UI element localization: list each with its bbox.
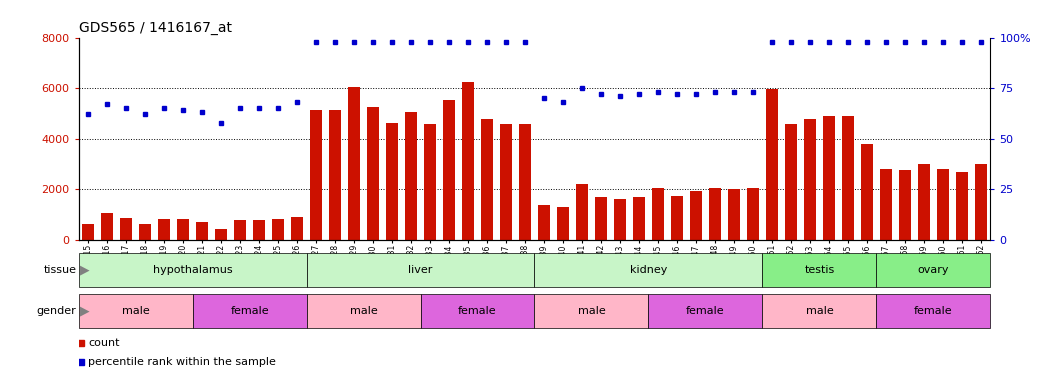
Bar xyxy=(823,117,835,240)
Bar xyxy=(876,253,990,287)
Bar xyxy=(804,119,816,240)
Bar xyxy=(234,220,246,240)
Bar xyxy=(443,99,455,240)
Bar xyxy=(876,294,990,328)
Bar xyxy=(595,197,607,240)
Bar xyxy=(82,224,94,240)
Bar xyxy=(215,229,227,240)
Text: gender: gender xyxy=(37,306,77,316)
Bar xyxy=(158,219,170,240)
Bar xyxy=(462,82,474,240)
Bar xyxy=(291,217,303,240)
Bar xyxy=(119,219,132,240)
Bar xyxy=(253,220,265,240)
Bar xyxy=(937,169,949,240)
Bar xyxy=(423,124,436,240)
Text: testis: testis xyxy=(804,265,834,275)
Bar xyxy=(652,188,664,240)
Bar xyxy=(405,112,417,240)
Bar xyxy=(79,294,193,328)
Bar xyxy=(348,87,361,240)
Text: male: male xyxy=(806,306,833,316)
Text: GDS565 / 1416167_at: GDS565 / 1416167_at xyxy=(79,21,232,35)
Text: ▶: ▶ xyxy=(80,264,89,276)
Bar xyxy=(306,294,420,328)
Bar xyxy=(79,253,306,287)
Bar xyxy=(762,253,876,287)
Text: female: female xyxy=(686,306,725,316)
Text: female: female xyxy=(231,306,269,316)
Bar xyxy=(101,213,113,240)
Text: ovary: ovary xyxy=(918,265,949,275)
Text: percentile rank within the sample: percentile rank within the sample xyxy=(88,357,276,367)
Bar xyxy=(918,164,930,240)
Text: ▶: ▶ xyxy=(80,305,89,318)
Bar xyxy=(310,110,322,240)
Text: count: count xyxy=(88,338,119,348)
Bar xyxy=(649,294,762,328)
Bar xyxy=(386,123,398,240)
Bar xyxy=(727,189,740,240)
Bar xyxy=(306,253,534,287)
Bar xyxy=(329,110,342,240)
Text: tissue: tissue xyxy=(44,265,77,275)
Text: male: male xyxy=(122,306,150,316)
Bar xyxy=(271,219,284,240)
Bar xyxy=(196,222,209,240)
Bar xyxy=(842,117,854,240)
Bar xyxy=(762,294,876,328)
Bar xyxy=(671,196,683,240)
Bar xyxy=(708,188,721,240)
Bar xyxy=(481,119,494,240)
Bar xyxy=(975,164,987,240)
Text: hypothalamus: hypothalamus xyxy=(153,265,233,275)
Bar xyxy=(534,294,649,328)
Bar xyxy=(177,219,190,240)
Bar xyxy=(534,253,762,287)
Bar xyxy=(193,294,306,328)
Bar xyxy=(519,124,531,240)
Text: female: female xyxy=(458,306,497,316)
Bar xyxy=(766,89,778,240)
Bar xyxy=(367,107,379,240)
Text: liver: liver xyxy=(409,265,433,275)
Bar xyxy=(500,124,512,240)
Bar xyxy=(633,197,646,240)
Bar xyxy=(785,124,798,240)
Bar xyxy=(956,172,968,240)
Bar xyxy=(420,294,534,328)
Bar xyxy=(575,184,588,240)
Bar xyxy=(538,205,550,240)
Bar xyxy=(899,170,911,240)
Text: kidney: kidney xyxy=(630,265,668,275)
Bar xyxy=(139,224,151,240)
Bar xyxy=(556,207,569,240)
Text: male: male xyxy=(577,306,606,316)
Bar xyxy=(614,199,626,240)
Bar xyxy=(747,188,759,240)
Bar xyxy=(690,191,702,240)
Text: female: female xyxy=(914,306,953,316)
Bar xyxy=(879,169,892,240)
Text: male: male xyxy=(350,306,377,316)
Bar xyxy=(860,144,873,240)
